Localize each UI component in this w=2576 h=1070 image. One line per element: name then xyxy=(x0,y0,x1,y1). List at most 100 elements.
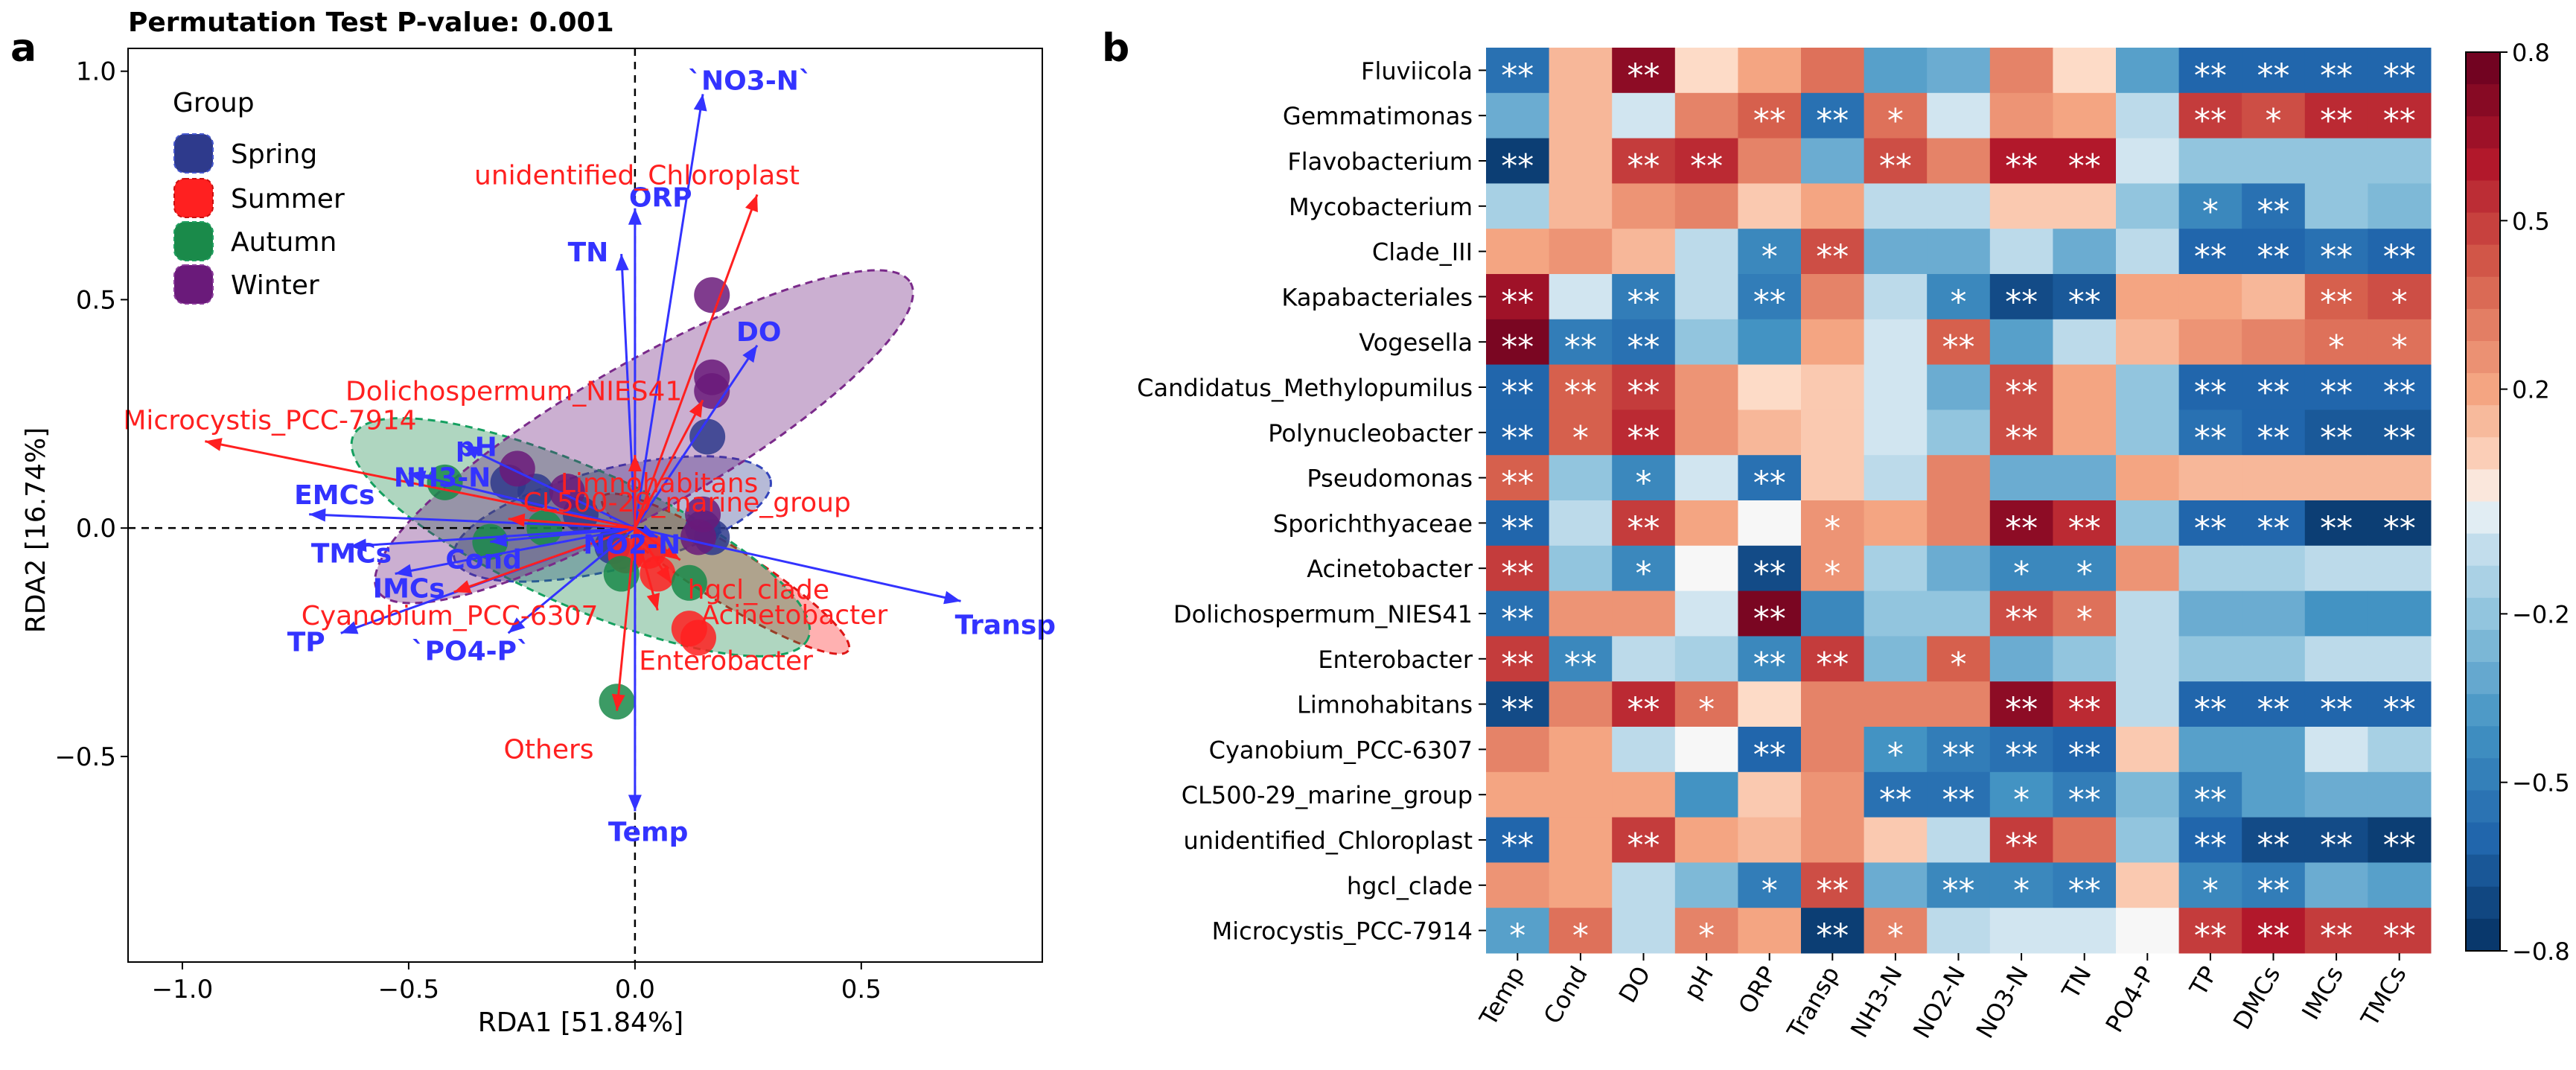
env-label-emcs: EMCs xyxy=(294,480,374,511)
significance-mark: ** xyxy=(1816,917,1849,955)
heatmap-cell xyxy=(2242,138,2306,184)
heatmap-cell xyxy=(1801,908,1865,954)
colorbar-segment xyxy=(2466,662,2500,695)
heatmap-cell xyxy=(2053,48,2117,94)
significance-mark: ** xyxy=(2257,238,2290,276)
significance-mark: ** xyxy=(1753,646,1786,684)
heatmap-cell xyxy=(1674,92,1738,139)
significance-mark: * xyxy=(2076,555,2093,593)
heatmap-cell xyxy=(2116,681,2180,727)
colorbar-segment xyxy=(2466,469,2500,503)
heatmap-cell xyxy=(2116,229,2180,275)
heatmap-cell xyxy=(2368,138,2432,184)
heatmap-cell xyxy=(1549,48,1613,94)
significance-mark: * xyxy=(1698,917,1715,955)
colorbar-frame xyxy=(2465,51,2501,952)
heatmap-cell xyxy=(1864,590,1928,637)
col-label-tp: TP xyxy=(2184,961,2223,1001)
significance-mark: ** xyxy=(1753,736,1786,774)
heatmap-cell xyxy=(2368,545,2432,592)
legend-label-summer: Summer xyxy=(231,184,345,214)
point-winter xyxy=(694,277,730,313)
heatmap-cell xyxy=(2368,183,2432,229)
heatmap-cell xyxy=(1612,681,1676,727)
x-tick-label: 0.0 xyxy=(615,975,655,1004)
significance-mark: * xyxy=(2013,781,2030,819)
heatmap-cell xyxy=(2304,590,2368,637)
heatmap-cell xyxy=(2242,545,2306,592)
colorbar-segment xyxy=(2466,501,2500,535)
heatmap-cell xyxy=(1927,229,1991,275)
heatmap-cell xyxy=(2116,908,2180,954)
heatmap-cell xyxy=(2242,908,2306,954)
heatmap-cell xyxy=(2304,410,2368,456)
heatmap-cell xyxy=(1927,274,1991,320)
significance-mark: ** xyxy=(2194,374,2227,412)
heatmap-cell xyxy=(2242,862,2306,908)
heatmap-cell xyxy=(1738,817,1802,863)
env-arrow-nh3-n xyxy=(408,472,636,529)
heatmap-cell xyxy=(2178,455,2242,501)
heatmap-cell xyxy=(1801,727,1865,773)
heatmap-cell xyxy=(1738,727,1802,773)
heatmap-cell xyxy=(2368,862,2432,908)
heatmap-cell xyxy=(1927,92,1991,139)
significance-mark: ** xyxy=(2005,419,2038,457)
heatmap-cell xyxy=(1738,771,1802,818)
significance-mark: ** xyxy=(2320,691,2353,729)
colorbar-tick-label: −0.8 xyxy=(2512,937,2570,966)
heatmap-cell xyxy=(1738,48,1802,94)
colorbar-segment xyxy=(2466,340,2500,374)
heatmap-cell xyxy=(2368,455,2432,501)
row-label-limnohabitans: Limnohabitans xyxy=(1297,691,1473,719)
significance-mark: * xyxy=(1572,419,1589,457)
heatmap-cell xyxy=(1989,48,2053,94)
heatmap-cell xyxy=(1549,138,1613,184)
heatmap-cell xyxy=(1738,862,1802,908)
taxon-label-unidentified-chloroplast: unidentified_Chloroplast xyxy=(474,160,800,191)
heatmap-cell xyxy=(1486,138,1550,184)
taxon-arrowhead-others xyxy=(611,693,625,711)
row-label-polynucleobacter: Polynucleobacter xyxy=(1268,419,1473,448)
heatmap-cell xyxy=(2053,500,2117,547)
heatmap-cell xyxy=(1989,545,2053,592)
significance-mark: ** xyxy=(2383,419,2416,457)
significance-mark: ** xyxy=(2194,419,2227,457)
heatmap-cell xyxy=(2116,636,2180,682)
significance-mark: ** xyxy=(1627,509,1660,547)
heatmap-cell xyxy=(2368,727,2432,773)
env-arrowhead-temp xyxy=(628,794,642,812)
significance-mark: ** xyxy=(1690,147,1723,185)
colorbar-tick-label: −0.2 xyxy=(2512,600,2570,628)
heatmap-cell xyxy=(1864,48,1928,94)
heatmap-cell xyxy=(1927,681,1991,727)
heatmap-cell xyxy=(1738,229,1802,275)
heatmap-cell xyxy=(1674,138,1738,184)
heatmap-cell xyxy=(1989,410,2053,456)
heatmap-cell xyxy=(2242,500,2306,547)
heatmap-cell xyxy=(1612,636,1676,682)
significance-mark: ** xyxy=(1879,147,1912,185)
heatmap-cell xyxy=(1612,319,1676,366)
heatmap-cell xyxy=(2178,364,2242,410)
y-axis-ticks: −0.5 0.0 0.5 1.0 xyxy=(54,57,128,772)
taxon-label-microcystis-pcc-7914: Microcystis_PCC-7914 xyxy=(123,406,416,436)
heatmap-cell xyxy=(2304,455,2368,501)
colorbar-segment xyxy=(2466,276,2500,310)
heatmap-cell xyxy=(1801,48,1865,94)
heatmap-cell xyxy=(2304,771,2368,818)
heatmap-cell xyxy=(1486,817,1550,863)
heatmap-cell xyxy=(2242,636,2306,682)
significance-mark: ** xyxy=(2068,283,2101,321)
heatmap-cell xyxy=(2242,590,2306,637)
heatmap-cell xyxy=(1549,817,1613,863)
panel-b-label: b xyxy=(1102,26,1129,71)
heatmap-cell xyxy=(1801,545,1865,592)
legend-swatch-autumn xyxy=(173,221,214,261)
taxon-arrow-cl500-29-marine-group xyxy=(508,518,635,529)
significance-mark: ** xyxy=(2383,917,2416,955)
heatmap-cell xyxy=(2116,48,2180,94)
heatmap-cell xyxy=(1927,48,1991,94)
colorbar-segment xyxy=(2466,694,2500,727)
